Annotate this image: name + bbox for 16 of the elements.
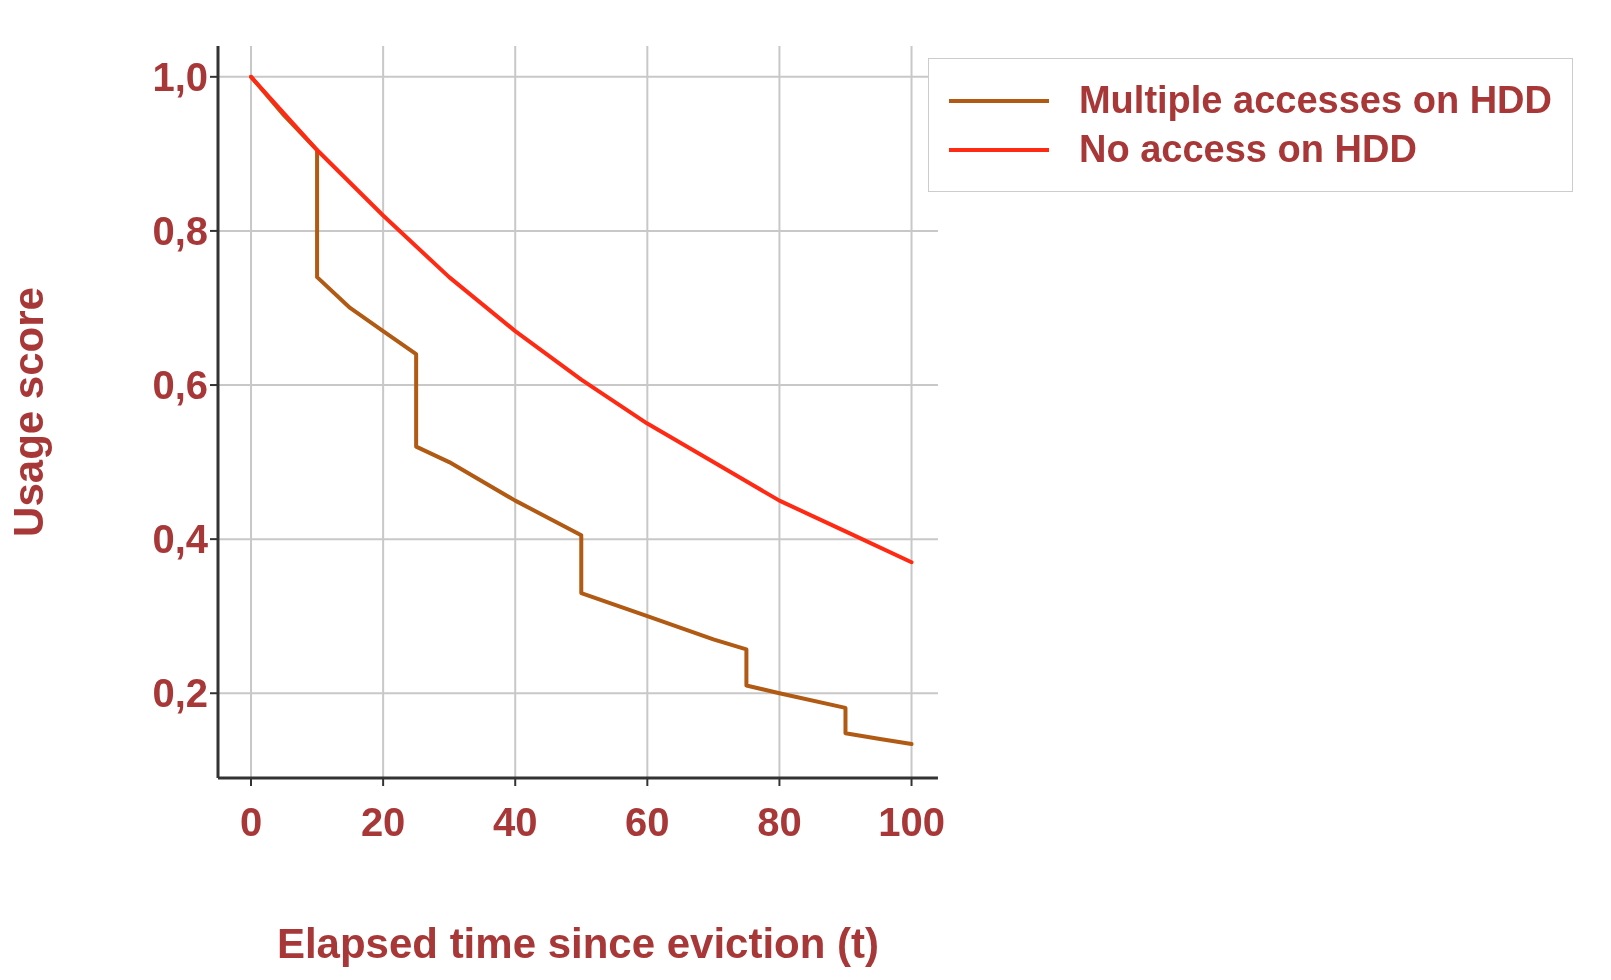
y-tick-label: 0,8 <box>152 209 208 254</box>
x-tick-label: 0 <box>239 800 263 845</box>
y-tick-label: 1,0 <box>152 55 208 100</box>
line-series <box>249 74 914 565</box>
x-tick-label: 40 <box>492 800 538 845</box>
x-tick-label: 60 <box>625 800 670 845</box>
x-tick-label: 80 <box>757 800 802 845</box>
legend-label: No access on HDD <box>1078 128 1417 171</box>
y-tick-label: 0,6 <box>152 363 208 408</box>
x-axis-title: Elapsed time since eviction (t) <box>276 920 880 967</box>
x-tick-label: 100 <box>878 800 945 845</box>
y-tick-label: 0,4 <box>152 517 209 562</box>
y-tick-label: 0,2 <box>152 671 208 716</box>
x-tick-label: 20 <box>360 800 406 845</box>
legend-label: Multiple accesses on HDD <box>1078 79 1552 122</box>
y-axis-title: Usage score <box>4 287 52 537</box>
